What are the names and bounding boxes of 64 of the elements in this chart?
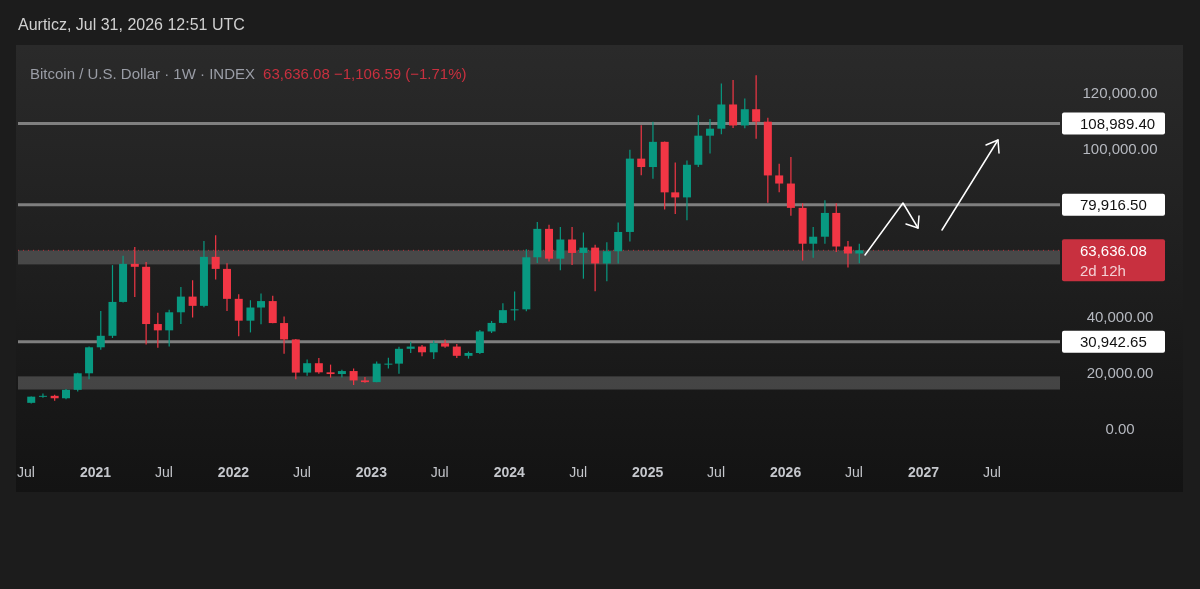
y-tick-label: 120,000.00 — [1082, 83, 1158, 101]
y-tick-label: 100,000.00 — [1082, 139, 1158, 157]
x-tick-label: Jul — [292, 464, 311, 480]
candlestick — [130, 246, 139, 298]
x-tick-label: Jul — [16, 464, 35, 480]
candlestick — [820, 199, 829, 245]
candlestick — [855, 243, 864, 264]
y-tick-label: 40,000.00 — [1086, 307, 1154, 325]
x-tick-label: Jul — [430, 464, 449, 480]
candlestick — [740, 97, 749, 129]
candlestick — [568, 226, 577, 266]
candlestick — [280, 315, 289, 355]
ref-line-label: 108,989.40 — [1080, 114, 1156, 132]
x-tick-label: Jul — [845, 464, 863, 480]
candlestick — [188, 279, 197, 319]
text: Aurticz, Jul 31, 2026 12:51 UTC — [18, 16, 245, 33]
text: 63,636.08 −1,106.59 (−1.71%) — [263, 65, 467, 82]
candlestick — [165, 309, 174, 348]
candlestick — [257, 292, 266, 325]
candlestick — [234, 293, 243, 337]
candlestick — [775, 163, 784, 193]
x-tick-label: Jul — [569, 464, 588, 480]
candlestick — [96, 310, 105, 351]
candlestick — [591, 244, 600, 292]
x-tick-label: Jul — [707, 464, 726, 480]
candlestick — [556, 226, 565, 271]
candlestick — [268, 295, 277, 324]
text: 2d 12h — [1080, 261, 1126, 279]
candlestick — [809, 226, 818, 259]
text: Bitcoin / U.S. Dollar · 1W · INDEX — [30, 65, 256, 82]
candlestick — [729, 79, 738, 129]
x-tick-label: 2021 — [79, 464, 112, 480]
candlestick — [429, 339, 438, 360]
x-tick-label: 2023 — [355, 464, 388, 480]
x-tick-label: 2025 — [632, 464, 664, 480]
candlestick — [579, 231, 588, 280]
candlestick — [602, 241, 611, 282]
candlestick — [752, 74, 761, 140]
x-tick-label: Jul — [154, 464, 173, 480]
candlestick — [441, 338, 450, 349]
candlestick — [843, 240, 852, 269]
candlestick — [246, 299, 255, 334]
candlestick — [176, 286, 185, 325]
candlestick — [510, 290, 519, 322]
candlestick — [671, 161, 680, 215]
candlestick — [153, 312, 162, 349]
x-tick-label: 2024 — [493, 464, 526, 480]
ref-line-label: 79,916.50 — [1080, 196, 1147, 214]
candlestick — [38, 392, 47, 399]
candlestick — [637, 124, 646, 176]
candlestick — [360, 376, 369, 384]
x-tick-label: 2027 — [907, 464, 940, 480]
x-tick-label: 2026 — [770, 464, 802, 480]
ref-line-label: 30,942.65 — [1080, 333, 1147, 351]
y-tick-label: 20,000.00 — [1086, 363, 1154, 381]
candlestick — [394, 346, 403, 375]
x-tick-label: 2022 — [217, 464, 250, 480]
ref-line-label: 63,636.08 — [1080, 241, 1147, 259]
y-tick-label: 0.00 — [1105, 419, 1135, 437]
candlestick — [706, 118, 715, 155]
x-tick-label: Jul — [983, 464, 1001, 480]
candlestick — [614, 221, 623, 265]
candlestick — [211, 234, 220, 280]
candlestick — [475, 329, 484, 355]
